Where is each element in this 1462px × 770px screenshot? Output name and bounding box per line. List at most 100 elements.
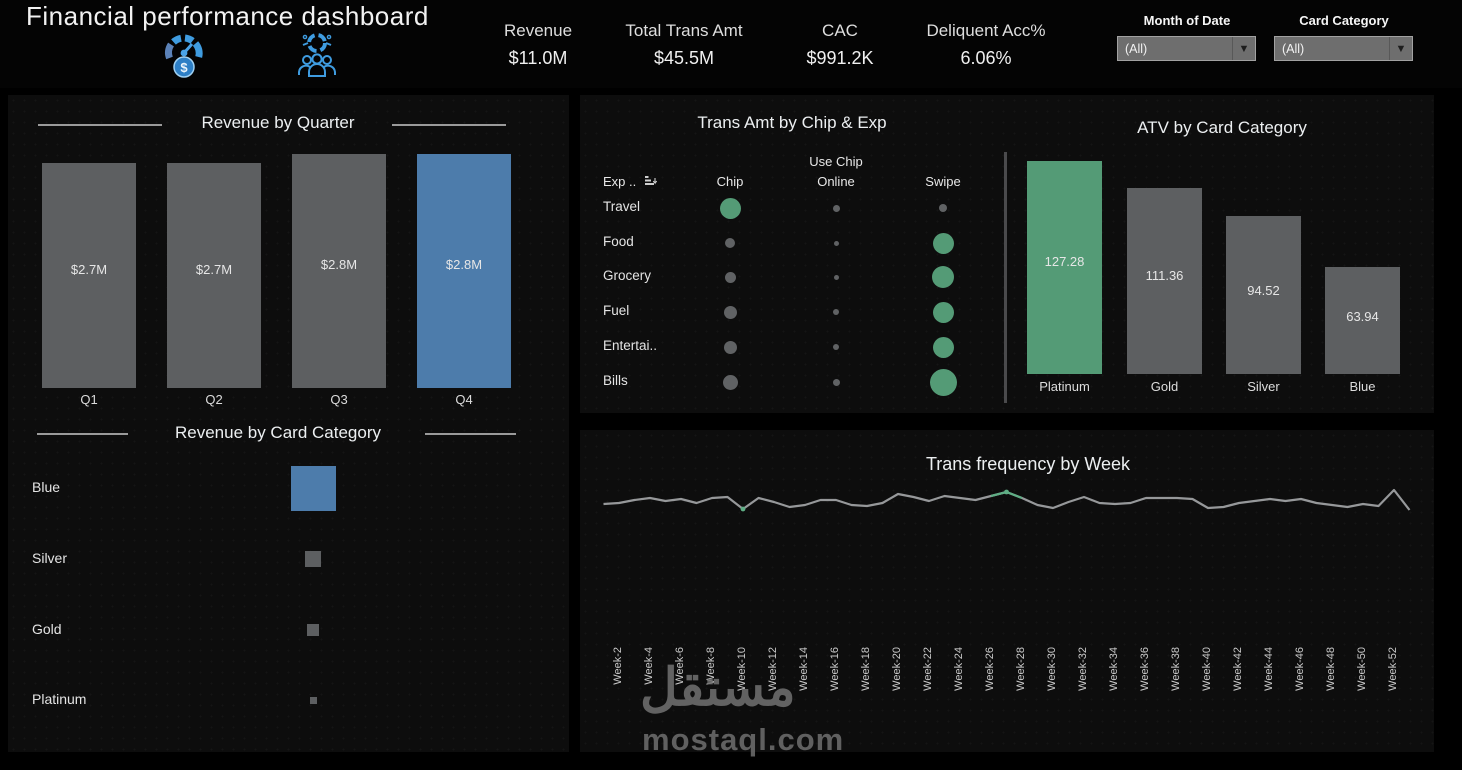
trans-frequency-line-chart[interactable] <box>580 430 1434 752</box>
bar-value-label: $2.8M <box>445 257 483 273</box>
kpi-total-trans-amt: Total Trans Amt $45.5M <box>604 18 764 72</box>
square-mark-silver[interactable] <box>305 551 321 567</box>
filter-label-card-category: Card Category <box>1299 13 1389 28</box>
bar-value-label: 94.52 <box>1247 282 1280 298</box>
week-tick-label: Week-26 <box>984 647 996 691</box>
bar-silver[interactable] <box>1226 215 1301 374</box>
bubble-mark[interactable] <box>833 309 839 315</box>
chevron-down-icon[interactable]: ▼ <box>1232 37 1255 60</box>
matrix-corner-header[interactable]: Exp .. <box>603 172 693 192</box>
svg-text:$: $ <box>180 60 188 75</box>
month-of-date-dropdown[interactable]: (All) ▼ <box>1117 36 1256 61</box>
week-tick-label: Week-48 <box>1325 647 1337 691</box>
matrix-row-label-fuel: Fuel <box>603 303 630 318</box>
page-title: Financial performance dashboard <box>26 1 429 31</box>
bubble-mark[interactable] <box>932 301 954 323</box>
square-mark-platinum[interactable] <box>309 696 317 704</box>
bubble-mark[interactable] <box>833 274 839 280</box>
bubble-mark[interactable] <box>932 336 954 358</box>
customers-icon <box>298 33 336 77</box>
kpi-label: CAC <box>822 21 858 40</box>
bubble-mark[interactable] <box>724 271 736 283</box>
week-tick-label: Week-28 <box>1015 647 1027 691</box>
kpi-label: Total Trans Amt <box>625 21 743 40</box>
matrix-col-header-use-chip-online: Use Chip Online <box>809 154 863 189</box>
bar-q4[interactable] <box>417 154 511 388</box>
bar-value-label: $2.7M <box>70 261 108 277</box>
matrix-row-label-bills: Bills <box>603 373 628 388</box>
kpi-cac: CAC $991.2K <box>770 18 910 72</box>
matrix-row-label-travel: Travel <box>603 199 641 214</box>
week-tick-label: Week-36 <box>1139 647 1151 691</box>
row-label-gold: Gold <box>32 621 62 637</box>
trans-frequency-title: Trans frequency by Week <box>925 454 1131 474</box>
bubble-mark[interactable] <box>833 240 839 246</box>
square-mark-blue[interactable] <box>290 465 336 511</box>
row-label-blue: Blue <box>32 479 61 495</box>
week-tick-label: Week-30 <box>1046 647 1058 691</box>
chevron-down-icon[interactable]: ▼ <box>1389 37 1412 60</box>
bubble-mark[interactable] <box>833 344 839 350</box>
bubble-mark[interactable] <box>932 266 954 288</box>
bar-platinum[interactable] <box>1027 161 1102 374</box>
max-marker-dot[interactable] <box>1004 489 1009 495</box>
bubble-mark[interactable] <box>939 204 947 212</box>
kpi-label: Deliquent Acc% <box>926 21 1046 40</box>
kpi-value: $11.0M <box>508 48 568 68</box>
bubble-mark[interactable] <box>929 368 957 396</box>
header: Financial performance dashboard $ <box>0 0 1462 88</box>
week-tick-label: Week-20 <box>891 647 903 691</box>
bar-gold[interactable] <box>1127 187 1202 374</box>
watermark-latin: mostaql.com <box>642 722 845 757</box>
card-category-value: (All) <box>1282 41 1305 56</box>
title-decor-line <box>425 433 516 435</box>
kpi-label: Revenue <box>503 21 573 40</box>
kpi-value: 6.06% <box>960 48 1012 68</box>
bar-value-label: $2.7M <box>195 261 233 277</box>
week-tick-label: Week-16 <box>829 647 841 691</box>
axis-label-silver: Silver <box>1247 379 1280 394</box>
row-label-platinum: Platinum <box>32 691 87 707</box>
row-label-silver: Silver <box>32 550 68 566</box>
bubble-mark[interactable] <box>932 232 954 254</box>
axis-label-gold: Gold <box>1150 379 1179 394</box>
axis-label-blue: Blue <box>1349 379 1376 394</box>
watermark-arabic: مستقل <box>640 659 796 717</box>
matrix-row-label-entertai: Entertai.. <box>603 338 658 353</box>
bar-value-label: 111.36 <box>1145 268 1184 284</box>
title-decor-line <box>37 433 128 435</box>
sort-icon[interactable] <box>644 175 658 187</box>
title-decor-line <box>38 124 162 126</box>
week-tick-label: Week-46 <box>1294 647 1306 691</box>
card-category-dropdown[interactable]: (All) ▼ <box>1274 36 1413 61</box>
bar-value-label: $2.8M <box>320 257 358 273</box>
right-top-panel: Trans Amt by Chip & Exp Exp .. Chip Use … <box>580 95 1434 413</box>
axis-label-q1: Q1 <box>80 392 98 407</box>
bar-q2[interactable] <box>167 162 261 388</box>
revenue-by-quarter-title: Revenue by Quarter <box>201 113 355 132</box>
kpi-deliquent-acc: Deliquent Acc% 6.06% <box>906 18 1066 72</box>
square-mark-gold[interactable] <box>307 624 319 636</box>
bubble-mark[interactable] <box>719 197 741 219</box>
min-marker-dot[interactable] <box>740 506 746 512</box>
axis-label-q2: Q2 <box>205 392 223 407</box>
title-decor-line <box>392 124 506 126</box>
right-bottom-panel: Trans frequency by Week Week-2 Week-4 Week… <box>580 430 1434 757</box>
matrix-row-label-grocery: Grocery <box>603 268 652 283</box>
bar-q1[interactable] <box>42 162 136 388</box>
bubble-mark[interactable] <box>832 378 840 386</box>
bar-value-label: 127.28 <box>1044 254 1085 270</box>
bar-blue[interactable] <box>1325 267 1400 374</box>
bubble-mark[interactable] <box>722 374 738 390</box>
week-tick-label: Week-38 <box>1170 647 1182 691</box>
bubble-mark[interactable] <box>725 238 735 248</box>
bubble-mark[interactable] <box>723 305 737 319</box>
week-tick-label: Week-32 <box>1077 647 1089 691</box>
bar-q3[interactable] <box>292 154 386 388</box>
axis-label-q3: Q3 <box>330 392 348 407</box>
bubble-mark[interactable] <box>723 340 737 354</box>
bubble-mark[interactable] <box>832 204 840 212</box>
week-tick-label: Week-2 <box>612 647 624 685</box>
week-tick-label: Week-14 <box>798 647 810 691</box>
